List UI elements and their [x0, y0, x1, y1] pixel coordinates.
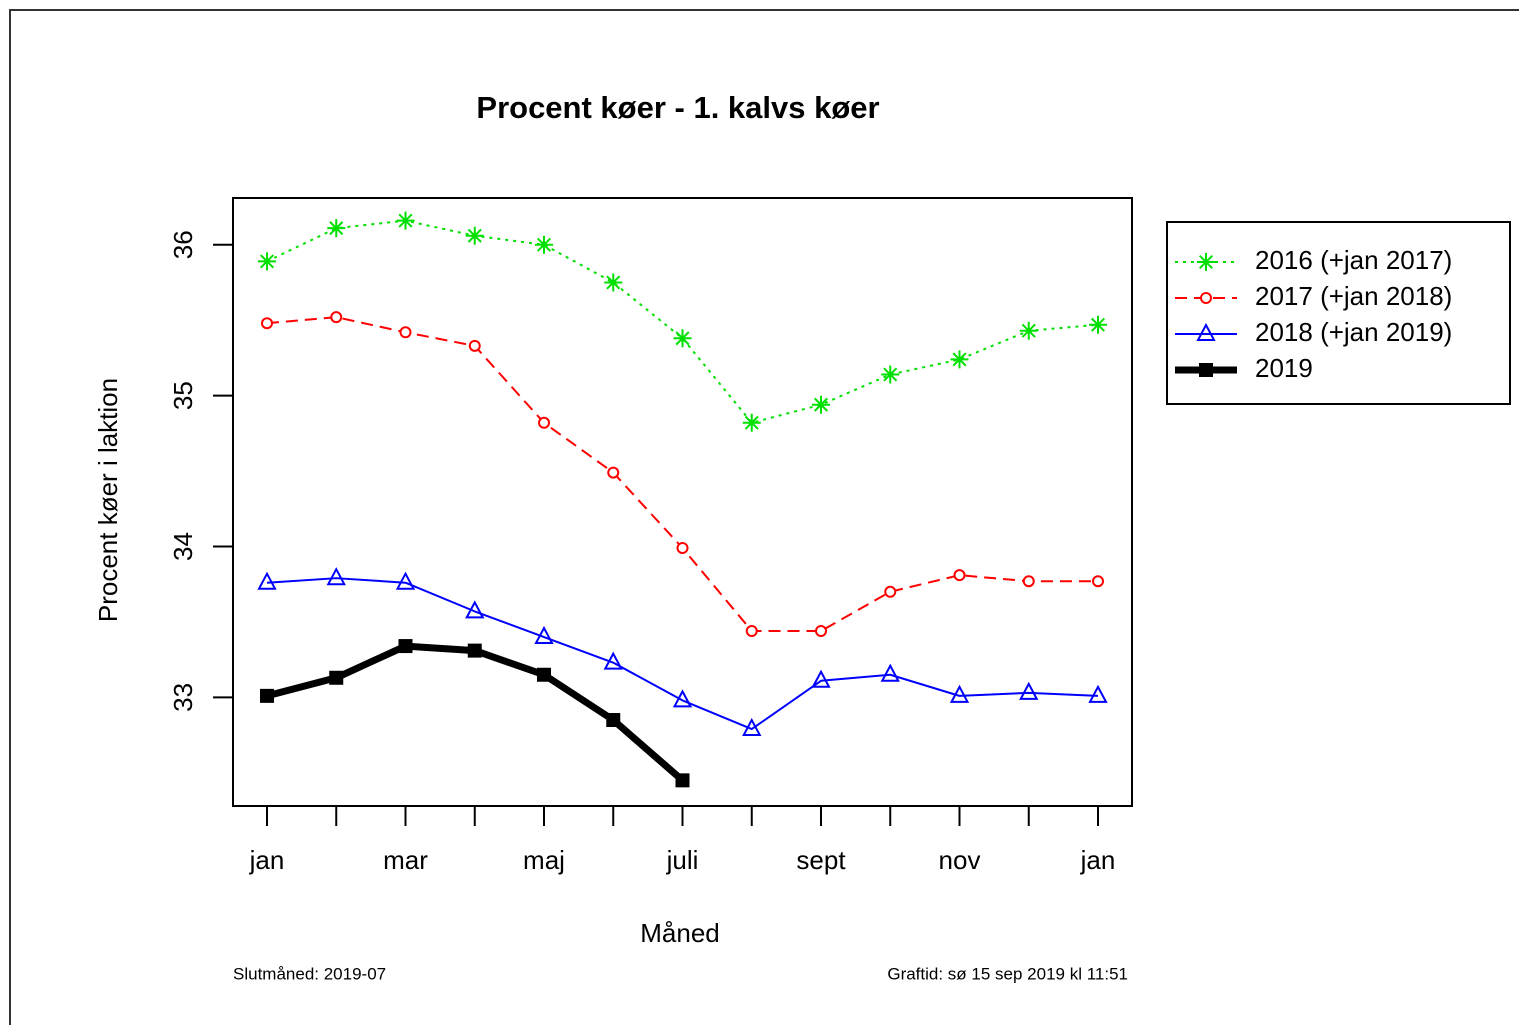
frame: [9, 9, 1519, 1025]
series-line: [266, 316, 1098, 632]
point: [465, 600, 485, 619]
point: [811, 669, 831, 688]
legend-label: 2017 (+jan 2018): [1255, 281, 1452, 311]
point: [260, 688, 274, 703]
point: [467, 643, 482, 658]
point: [535, 235, 553, 254]
x-tick-label: nov: [939, 845, 981, 875]
x-tick-label: sept: [796, 845, 846, 875]
point: [398, 639, 413, 654]
point: [1089, 315, 1107, 334]
point: [329, 670, 344, 685]
point: [881, 365, 900, 384]
x-tick-label: juli: [666, 845, 699, 875]
point: [603, 651, 623, 670]
series-line: [266, 219, 1099, 424]
y-tick-label: 33: [168, 683, 198, 712]
legend-marker: [1200, 292, 1212, 304]
y-tick-label: 36: [168, 230, 198, 259]
point: [949, 684, 970, 703]
point: [880, 663, 900, 682]
point: [672, 689, 693, 708]
point: [606, 713, 621, 728]
x-tick-label: mar: [383, 845, 428, 875]
point: [604, 273, 623, 292]
point: [261, 317, 273, 330]
legend-marker: [1196, 322, 1216, 341]
series-line: [266, 577, 1099, 731]
point: [534, 625, 554, 645]
y-tick-label: 35: [168, 381, 198, 410]
legend-label: 2019: [1255, 353, 1313, 383]
point: [812, 395, 830, 414]
point: [395, 571, 416, 590]
plot-box: [232, 197, 1133, 807]
point: [257, 571, 277, 590]
y-tick-label: 34: [168, 532, 198, 561]
legend-label: 2016 (+jan 2017): [1255, 245, 1452, 275]
point: [396, 211, 415, 230]
legend-label: 2018 (+jan 2019): [1255, 317, 1452, 347]
point: [399, 326, 412, 339]
point: [1019, 681, 1039, 700]
point: [953, 569, 966, 582]
point: [1088, 684, 1108, 703]
point: [676, 542, 689, 555]
point: [673, 329, 692, 348]
point: [745, 624, 758, 637]
point: [1022, 575, 1035, 588]
point: [330, 311, 343, 324]
point: [675, 773, 690, 788]
point: [327, 219, 346, 238]
y-axis-label: Procent køer i laktion: [93, 378, 123, 622]
point: [742, 717, 762, 737]
point: [537, 667, 551, 682]
point: [538, 416, 550, 429]
chart-title: Procent køer - 1. kalvs køer: [476, 90, 879, 125]
point: [607, 466, 620, 479]
x-tick-label: jan: [1080, 845, 1116, 875]
point: [465, 226, 484, 245]
point: [468, 339, 481, 352]
point: [742, 413, 761, 432]
x-tick-label: jan: [249, 845, 285, 875]
legend-marker: [1197, 253, 1215, 271]
legend-box: [1166, 221, 1511, 405]
point: [326, 567, 346, 586]
footer-left: Slutmåned: 2019-07: [233, 964, 386, 983]
point: [815, 624, 827, 637]
x-axis-label: Måned: [640, 918, 720, 948]
point: [1092, 575, 1104, 588]
point: [884, 585, 897, 598]
x-tick-label: maj: [523, 845, 565, 875]
point: [950, 350, 969, 369]
legend-marker: [1199, 363, 1213, 377]
point: [1019, 321, 1038, 340]
point: [258, 252, 276, 271]
footer-right: Graftid: sø 15 sep 2019 kl 11:51: [887, 964, 1128, 983]
